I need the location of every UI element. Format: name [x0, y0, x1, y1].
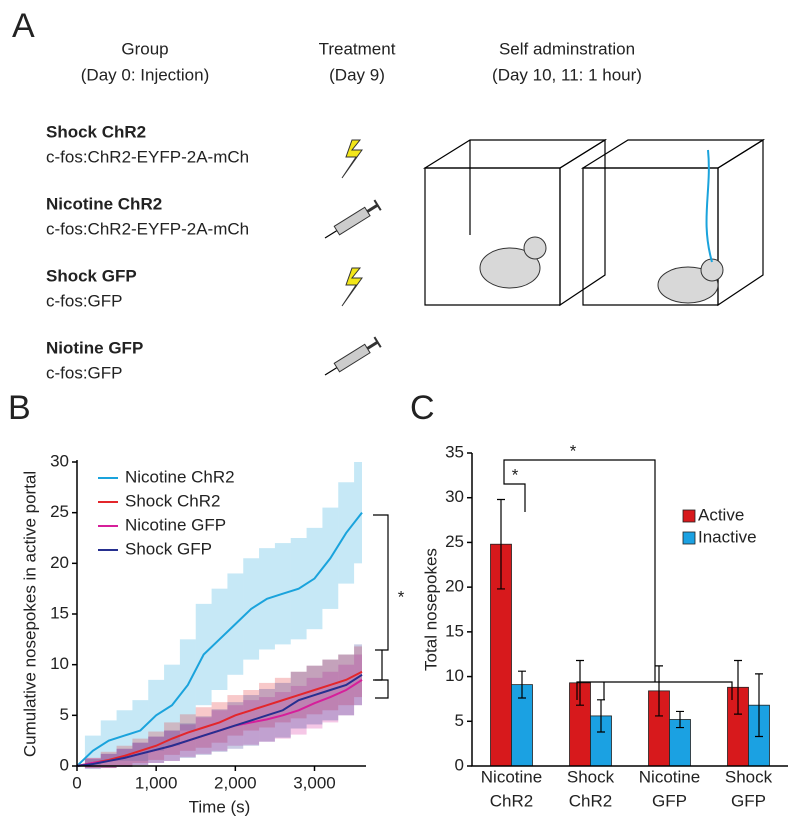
column-subheader: (Day 10, 11: 1 hour): [492, 65, 642, 84]
annotation: *: [512, 465, 519, 484]
chamber: [422, 138, 608, 307]
syringe-icon: [324, 336, 382, 376]
lightning-icon: [341, 139, 363, 179]
x-tick-label: Shock: [725, 767, 773, 786]
y-tick-label: 5: [455, 711, 464, 730]
legend-label: Nicotine GFP: [125, 515, 226, 534]
group-construct: c-fos:ChR2-EYFP-2A-mCh: [46, 219, 249, 238]
y-tick-label: 10: [50, 654, 69, 673]
x-tick-label: Nicotine: [481, 767, 542, 786]
x-tick-label: Shock: [567, 767, 615, 786]
y-tick-label: 0: [455, 755, 464, 774]
legend-label: Shock ChR2: [125, 491, 220, 510]
legend-label: Shock GFP: [125, 539, 212, 558]
annotation: *: [570, 441, 577, 460]
y-tick-label: 35: [445, 442, 464, 461]
legend-label: Inactive: [698, 527, 757, 546]
column-subheader: (Day 9): [329, 65, 385, 84]
error-band: [354, 654, 362, 706]
error-band: [354, 646, 362, 698]
y-axis-label: Cumulative nosepokes in active portal: [20, 471, 39, 757]
error-band: [354, 462, 362, 564]
column-header: Group: [121, 39, 168, 58]
group-name: Niotine GFP: [46, 338, 143, 357]
significance-bracket: [503, 459, 733, 700]
x-tick-label: ChR2: [569, 791, 612, 810]
y-tick-label: 15: [50, 603, 69, 622]
legend-label: Active: [698, 505, 744, 524]
panel-label: A: [12, 7, 35, 45]
x-tick-label: 1,000: [135, 773, 178, 792]
legend-swatch: [682, 509, 696, 523]
x-tick-label: 0: [72, 773, 81, 792]
x-tick-label: GFP: [652, 791, 687, 810]
y-tick-label: 20: [50, 553, 69, 572]
axes: [76, 460, 366, 767]
group-construct: c-fos:GFP: [46, 291, 123, 310]
legend-label: Nicotine ChR2: [125, 467, 235, 486]
y-tick-label: 30: [445, 487, 464, 506]
series-line: [76, 512, 363, 767]
y-tick-label: 30: [50, 451, 69, 470]
column-header: Treatment: [319, 39, 396, 58]
chamber: [580, 138, 766, 307]
lightning-icon: [341, 267, 363, 307]
panel-label: B: [8, 389, 31, 427]
group-construct: c-fos:GFP: [46, 363, 123, 382]
y-tick-label: 15: [445, 621, 464, 640]
column-header: Self adminstration: [499, 39, 635, 58]
y-tick-label: 5: [60, 705, 69, 724]
error-bar: [497, 498, 505, 590]
panel-label: C: [410, 389, 435, 427]
error-bar: [518, 670, 526, 699]
y-tick-label: 20: [445, 577, 464, 596]
error-bar: [755, 673, 763, 738]
series-line: [76, 673, 363, 767]
significance-bracket: [373, 679, 389, 699]
annotation: *: [398, 587, 405, 606]
error-bar: [734, 659, 742, 715]
x-tick-label: Nicotine: [639, 767, 700, 786]
y-tick-label: 25: [445, 532, 464, 551]
syringe-icon: [324, 199, 382, 239]
y-tick-label: 0: [60, 755, 69, 774]
error-bar: [655, 665, 663, 717]
y-axis-label: Total nosepokes: [421, 548, 440, 671]
column-subheader: (Day 0: Injection): [81, 65, 210, 84]
x-axis-label: Time (s): [189, 797, 251, 816]
significance-bracket: [503, 472, 526, 512]
y-tick-label: 25: [50, 502, 69, 521]
error-bar: [676, 710, 684, 729]
legend-swatch: [682, 531, 696, 545]
panel-a-art: [324, 138, 766, 376]
y-tick-label: 10: [445, 666, 464, 685]
group-construct: c-fos:ChR2-EYFP-2A-mCh: [46, 147, 249, 166]
series-line: [76, 670, 363, 767]
x-tick-label: GFP: [731, 791, 766, 810]
axes: [471, 453, 788, 767]
significance-bracket: [373, 514, 389, 681]
group-name: Nicotine ChR2: [46, 194, 162, 213]
x-tick-label: 3,000: [293, 773, 336, 792]
group-name: Shock ChR2: [46, 122, 146, 141]
x-tick-label: ChR2: [490, 791, 533, 810]
error-bar: [576, 659, 584, 706]
group-name: Shock GFP: [46, 266, 137, 285]
x-tick-label: 2,000: [214, 773, 257, 792]
